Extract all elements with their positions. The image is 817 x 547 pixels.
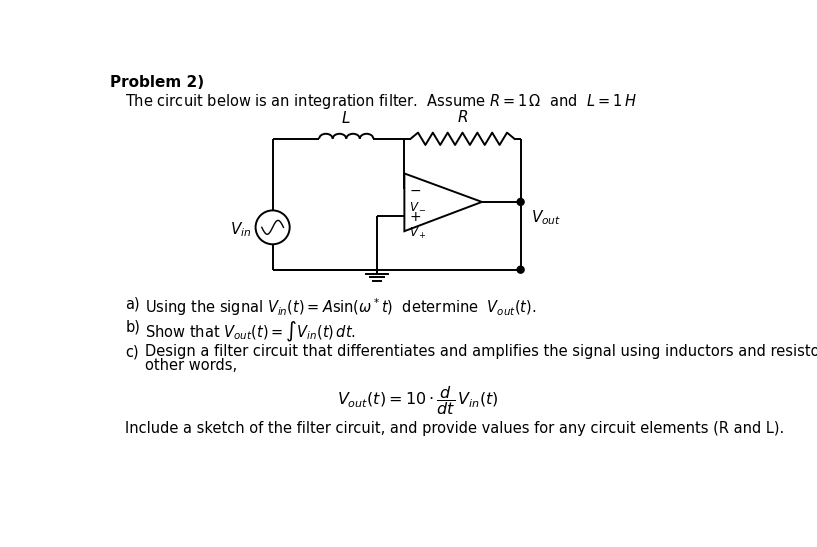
Text: Using the signal $V_{in}(t) = A\sin(\omega^*t)$  determine  $V_{out}(t)$.: Using the signal $V_{in}(t) = A\sin(\ome… [145,296,536,318]
Text: b): b) [125,320,141,335]
Text: The circuit below is an integration filter.  Assume $R = 1\,\Omega$  and  $L = 1: The circuit below is an integration filt… [125,92,637,111]
Text: Design a filter circuit that differentiates and amplifies the signal using induc: Design a filter circuit that differentia… [145,345,817,359]
Text: Problem 2): Problem 2) [109,75,204,90]
Text: other words,: other words, [145,358,237,373]
Text: $+$: $+$ [409,211,421,224]
Text: $V_{out}(t) = 10 \cdot \dfrac{d}{dt}\,V_{in}(t)$: $V_{out}(t) = 10 \cdot \dfrac{d}{dt}\,V_… [337,385,499,417]
Text: $V_{out}$: $V_{out}$ [532,208,562,226]
Circle shape [517,199,525,205]
Text: $R$: $R$ [457,109,468,125]
Circle shape [517,266,525,273]
Text: Include a sketch of the filter circuit, and provide values for any circuit eleme: Include a sketch of the filter circuit, … [125,421,784,437]
Text: c): c) [125,345,139,359]
Text: $V_-$: $V_-$ [409,199,426,212]
Text: a): a) [125,296,140,312]
Text: $V_+$: $V_+$ [409,226,426,241]
Text: $L$: $L$ [342,110,351,126]
Text: Show that $V_{out}(t) = \int V_{in}(t)\,dt$.: Show that $V_{out}(t) = \int V_{in}(t)\,… [145,320,355,344]
Text: $V_{in}$: $V_{in}$ [230,220,252,239]
Text: $-$: $-$ [409,183,422,196]
